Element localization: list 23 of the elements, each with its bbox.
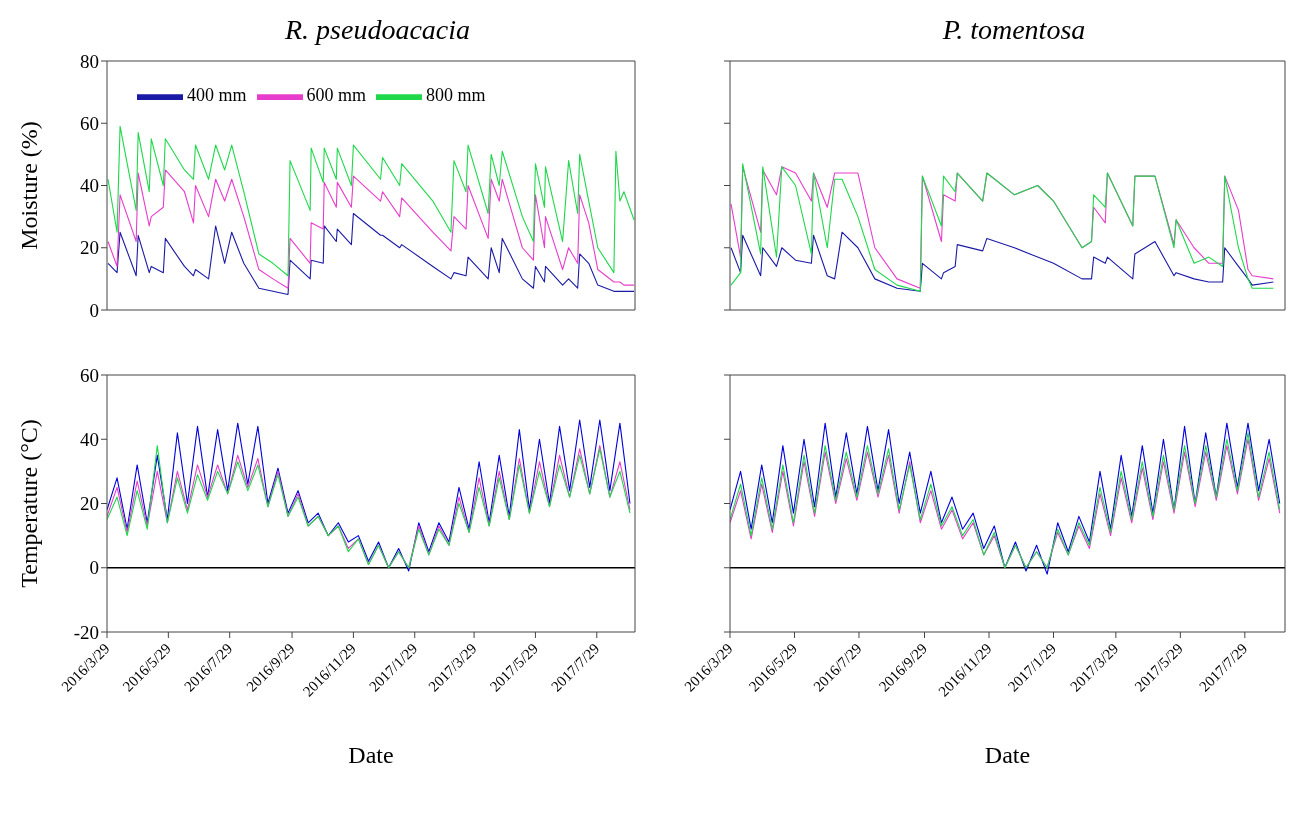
chart-title: P. tomentosa [941, 13, 1087, 47]
y-tick-label: 40 [80, 428, 99, 450]
x-axis-title: Date [348, 742, 394, 768]
y-tick-label: 20 [80, 493, 99, 515]
legend-label: 800 mm [426, 85, 486, 106]
y-tick-label: 60 [80, 364, 99, 386]
line-series [107, 419, 631, 572]
y-tick-label: 80 [80, 50, 99, 72]
y-tick-label: 40 [80, 175, 99, 197]
legend-label: 600 mm [306, 85, 367, 106]
y-tick-label: 0 [89, 557, 99, 579]
y-tick-label: 20 [80, 237, 99, 259]
y-axis-title: Moisture (%) [15, 121, 42, 250]
line-series [107, 212, 635, 295]
y-axis-title: Temperature (°C) [15, 419, 42, 588]
legend-label: 400 mm [187, 85, 247, 106]
chart-title: R. pseudoacacia [283, 13, 472, 47]
line-series [107, 169, 635, 289]
x-axis-title: Date [984, 742, 1031, 768]
y-tick-label: 60 [80, 113, 99, 134]
line-series [107, 125, 635, 277]
y-tick-label: -20 [73, 621, 99, 643]
y-tick-label: 0 [89, 299, 99, 321]
